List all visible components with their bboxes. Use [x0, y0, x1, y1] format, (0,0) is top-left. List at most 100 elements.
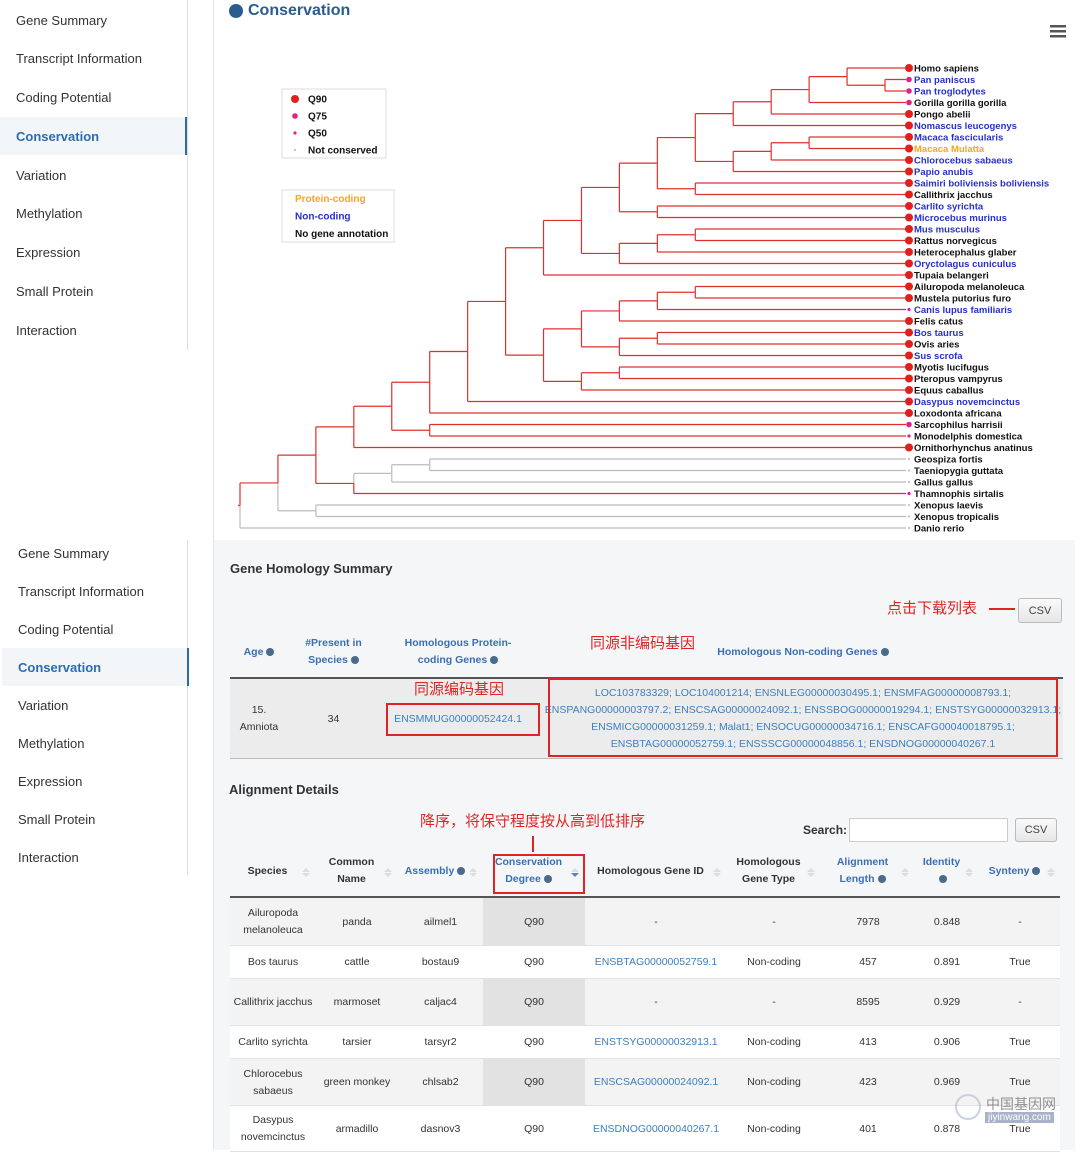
legend-label: Not conserved: [308, 146, 377, 157]
table-cell: 15. Amniota: [239, 704, 279, 733]
column-header[interactable]: Identity: [915, 846, 979, 896]
sidebar-item[interactable]: Gene Summary: [18, 545, 110, 561]
table-cell[interactable]: -: [654, 915, 658, 928]
species-name: Carlito syrichta: [914, 202, 984, 213]
species-dot: [907, 457, 911, 461]
sidebar-item[interactable]: Coding Potential: [18, 621, 114, 637]
sidebar-item[interactable]: Methylation: [18, 735, 85, 751]
sidebar-item[interactable]: Conservation: [2, 648, 189, 686]
species-name: Chlorocebus sabaeus: [914, 156, 1013, 167]
species-name: Myotis lucifugus: [914, 363, 989, 374]
table-cell: 0.878: [933, 1122, 961, 1135]
column-header[interactable]: Homologous Gene Type: [727, 846, 821, 896]
table-row: [230, 1059, 1060, 1106]
species-name: Pan paniscus: [914, 75, 975, 86]
sidebar-item[interactable]: Conservation: [0, 117, 187, 156]
column-header[interactable]: Synteny: [979, 846, 1061, 896]
column-header[interactable]: Conservation Degree: [483, 846, 585, 896]
species-dot: [907, 469, 911, 472]
column-header[interactable]: Assembly: [398, 846, 483, 896]
species-dot: [905, 271, 913, 279]
table-cell: Ailuropoda melanoleuca: [243, 907, 303, 936]
table-cell: panda: [342, 915, 372, 928]
watermark-logo: [955, 1094, 981, 1120]
watermark-text: 中国基因网: [986, 1096, 1056, 1112]
search-label: Search:: [803, 823, 848, 837]
annotation-arrow: [532, 836, 534, 852]
table-cell: True: [1009, 1076, 1031, 1088]
species-dot: [905, 213, 913, 222]
sidebar-item[interactable]: Small Protein: [18, 811, 96, 827]
table-cell[interactable]: ENSBTAG00000052759.1: [594, 956, 718, 968]
table-cell[interactable]: ENSCSAG00000024092.1: [593, 1076, 719, 1088]
species-name: Felis catus: [914, 317, 963, 328]
sidebar-item[interactable]: Expression: [18, 773, 83, 789]
species-name: Ornithorhynchus anatinus: [914, 443, 1033, 454]
species-dot: [905, 282, 913, 291]
sort-column-bg: [483, 1059, 585, 1106]
table-rule: [230, 896, 1060, 898]
header-text: #Present in Species: [305, 637, 362, 666]
table-cell: Q90: [524, 915, 544, 928]
species-name: Nomascus leucogenys: [914, 121, 1017, 132]
species-name: Taeniopygia guttata: [914, 466, 1004, 477]
table-cell: green monkey: [323, 1076, 391, 1088]
section-header: Conservation: [229, 2, 350, 20]
header-text: Identity: [918, 854, 965, 888]
species-dot: [905, 64, 913, 72]
sidebar-item[interactable]: Variation: [16, 167, 67, 183]
menu-icon[interactable]: [1050, 25, 1066, 38]
species-dot: [907, 515, 911, 518]
species-dot: [907, 480, 911, 484]
species-dot: [906, 421, 912, 428]
species-name: Thamnophis sirtalis: [914, 489, 1004, 500]
table-cell[interactable]: -: [654, 996, 658, 1008]
column-header[interactable]: Homologous Gene ID: [585, 846, 727, 896]
column-header[interactable]: Alignment Length: [821, 846, 915, 896]
species-dot: [905, 167, 913, 176]
table-cell: tarsier: [342, 1036, 372, 1048]
sidebar-item[interactable]: Coding Potential: [16, 90, 112, 105]
csv-button[interactable]: CSV: [1018, 598, 1062, 623]
legend-dot: [291, 95, 299, 103]
csv-button[interactable]: CSV: [1015, 818, 1057, 842]
sidebar-item[interactable]: Transcript Information: [18, 583, 144, 599]
species-name: Callithrix jacchus: [914, 190, 993, 201]
table-cell: 0.969: [933, 1076, 961, 1088]
species-dot: [907, 491, 911, 496]
sidebar-item[interactable]: Transcript Information: [16, 51, 142, 67]
species-dot: [905, 374, 913, 383]
annotation: 同源非编码基因: [590, 635, 696, 652]
sidebar-item[interactable]: Variation: [18, 697, 69, 713]
table-cell: 7978: [856, 915, 880, 928]
species-name: Ovis aries: [914, 340, 959, 351]
species-dot: [905, 363, 913, 371]
sidebar-item[interactable]: Gene Summary: [16, 12, 108, 28]
species-name: Papio anubis: [914, 167, 973, 178]
highlight-box: [548, 678, 1058, 757]
sidebar-item[interactable]: Interaction: [16, 322, 77, 338]
column-header[interactable]: Common Name: [316, 846, 398, 896]
species-dot: [905, 236, 913, 245]
species-name: Loxodonta africana: [914, 409, 1002, 420]
sidebar-item[interactable]: Expression: [16, 245, 81, 260]
species-dot: [905, 397, 913, 406]
table-cell: 0.929: [933, 996, 961, 1008]
sidebar-item[interactable]: Methylation: [16, 206, 83, 222]
sidebar-item[interactable]: Small Protein: [16, 283, 94, 299]
watermark-url: jiyinwang.com: [985, 1112, 1054, 1123]
species-name: Xenopus laevis: [914, 501, 983, 512]
column-header[interactable]: Species: [230, 846, 316, 896]
header-text: Assembly: [405, 863, 466, 880]
highlight-box: [493, 854, 585, 894]
species-dot: [905, 294, 913, 302]
species-dot: [906, 88, 912, 94]
table-cell: Callithrix jacchus: [233, 996, 313, 1008]
table-cell[interactable]: ENSTSYG00000032913.1: [594, 1036, 718, 1048]
sidebar-item[interactable]: Interaction: [18, 849, 79, 865]
search-input[interactable]: [849, 818, 1008, 842]
table-cell[interactable]: ENSDNOG00000040267.1: [592, 1122, 720, 1135]
help-icon: [350, 656, 359, 664]
species-dot: [907, 503, 911, 507]
